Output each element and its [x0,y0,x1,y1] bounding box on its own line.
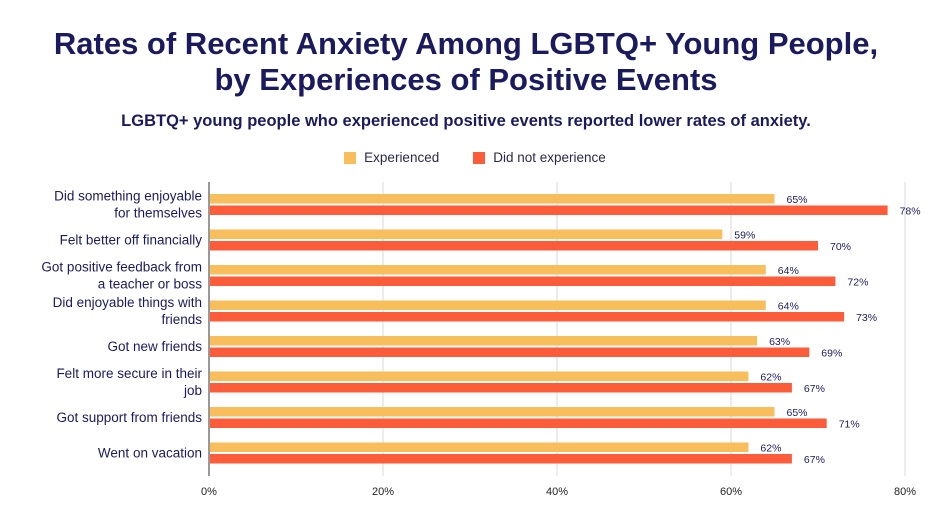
x-tick-label: 60% [720,486,742,498]
category-label-line: Got support from friends [56,410,202,425]
bar-experienced [210,229,723,239]
category-label: Got support from friends [56,410,202,425]
category-label: Did something enjoyable for themselves [54,189,202,221]
x-tick-label: 80% [894,486,916,498]
bar-experienced [210,442,749,452]
chart-subtitle: LGBTQ+ young people who experienced posi… [121,112,811,130]
data-label: 70% [830,241,851,253]
data-label: 63% [769,336,790,348]
category-label-line: Went on vacation [98,446,202,461]
category-label: Felt better off financially [60,233,203,248]
legend-item-not-experienced: Did not experience [455,150,606,165]
category-label-line: Got new friends [107,339,202,354]
category-label: Did enjoyable things with friends [53,295,203,327]
category-label-line: a teacher or boss [98,277,203,292]
category-label-line: Got positive feedback from [41,260,202,275]
data-label: 69% [821,347,842,359]
category-label: Felt more secure in their job [56,366,202,398]
bar-not-experienced [210,347,810,357]
legend-swatch-experienced [344,151,357,164]
bar-not-experienced [210,454,792,464]
data-label: 67% [804,383,825,395]
bar-experienced [210,265,766,275]
data-label: 59% [734,229,755,241]
data-label: 64% [778,300,799,312]
bar-not-experienced [210,241,818,251]
category-label-line: Felt more secure in their [56,366,202,381]
data-label: 65% [787,407,808,419]
x-tick-label: 0% [201,486,217,498]
bar-experienced [210,300,766,310]
bar-not-experienced [210,312,845,322]
bar-not-experienced [210,383,792,393]
data-label: 71% [839,418,860,430]
bar-not-experienced [210,418,827,428]
data-label: 62% [760,371,781,383]
category-label-line: Did something enjoyable [54,189,202,204]
bar-not-experienced [210,205,888,215]
chart-title-line-2: by Experiences of Positive Events [214,62,718,97]
data-label: 65% [787,194,808,206]
data-label: 72% [847,276,868,288]
category-label-line: Did enjoyable things with [53,295,202,310]
category-label: Got positive feedback from a teacher or b… [41,260,202,292]
category-label-line: friends [161,312,202,327]
bar-experienced [210,336,758,346]
category-label: Got new friends [107,339,202,354]
bar-experienced [210,194,775,204]
category-label-line: for themselves [114,206,202,221]
data-label: 64% [778,265,799,277]
bar-experienced [210,407,775,417]
legend-label-not-experienced: Did not experience [493,150,606,165]
category-label-line: job [183,383,202,398]
data-label: 67% [804,454,825,466]
chart-title: Rates of Recent Anxiety Among LGBTQ+ You… [0,26,932,98]
x-tick-label: 20% [372,486,394,498]
data-label: 73% [856,312,877,324]
x-tick-label: 40% [546,486,568,498]
legend: Experienced Did not experience [0,150,932,165]
bar-experienced [210,371,749,381]
category-label: Went on vacation [98,446,202,461]
legend-swatch-not-experienced [473,151,486,164]
data-label: 78% [900,205,921,217]
legend-label-experienced: Experienced [364,150,440,165]
legend-item-experienced: Experienced [326,150,439,165]
data-label: 62% [760,442,781,454]
chart-title-line-1: Rates of Recent Anxiety Among LGBTQ+ You… [53,26,879,61]
category-label-line: Felt better off financially [60,233,203,248]
bar-not-experienced [210,276,836,286]
